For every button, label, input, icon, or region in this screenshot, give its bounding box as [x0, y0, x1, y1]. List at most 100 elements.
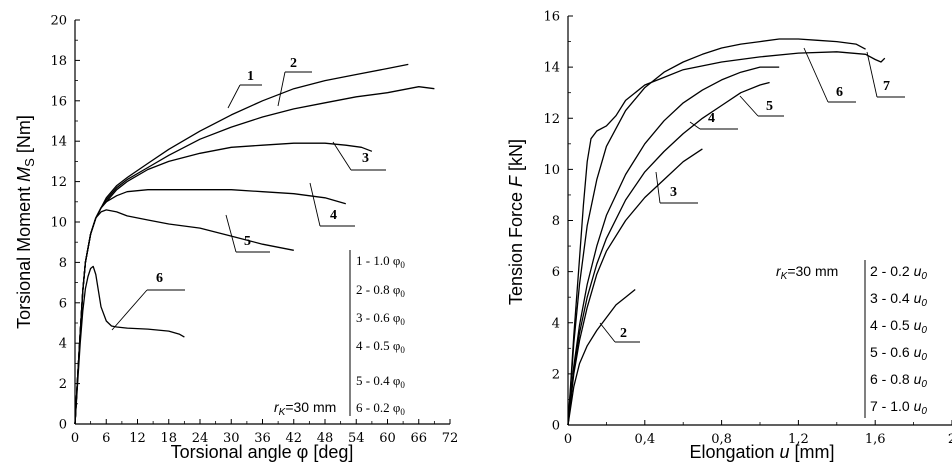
- left-y-tick-label: 14: [50, 135, 67, 150]
- right-series-5-line: [567, 66, 780, 426]
- right-curve-label-3-text: 3: [670, 185, 677, 200]
- right-y-axis-title: Tension Force F [kN]: [506, 139, 526, 305]
- right-series-4-line: [567, 81, 770, 426]
- right-curve-label-2-text: 2: [620, 326, 627, 341]
- right-curve-label-5: 5: [739, 95, 784, 117]
- left-x-tick-label: 12: [129, 431, 146, 446]
- right-series-group: [567, 38, 886, 426]
- left-x-tick-label: 66: [410, 431, 427, 446]
- right-series-7-line: [567, 51, 886, 426]
- left-y-tick-label: 8: [59, 256, 67, 271]
- left-legend-entry-5: 5 - 0.4 φ0: [356, 373, 405, 390]
- right-x-tick-label: 1,6: [865, 432, 886, 447]
- torsion-chart: 0 6 12 18 24 30 36 42 48 54 60 66 720246810121416182…: [14, 14, 458, 463]
- left-legend-entry-6: 6 - 0.2 φ0: [356, 400, 405, 417]
- right-series-2-line: [567, 288, 636, 426]
- right-curve-label-7: 7: [866, 51, 905, 98]
- right-axis-ticks: 0 0,4 0,8 1,2 1,6 2 0 2 4 6 8 10 12 14 16: [543, 10, 952, 447]
- left-x-tick-label: 48: [317, 431, 334, 446]
- left-curve-label-3: 3: [332, 141, 386, 171]
- left-x-tick-label: 18: [160, 431, 177, 446]
- left-x-tick-label: 42: [285, 431, 302, 446]
- left-series-group: [74, 63, 435, 425]
- right-curve-label-5-text: 5: [766, 99, 773, 114]
- left-y-axis-title: Torsional Moment MS [Nm]: [14, 115, 37, 329]
- right-y-tick-label: 4: [552, 316, 560, 331]
- right-legend-entry-4: 5 - 0.6 u0: [870, 344, 927, 363]
- left-series-5-line: [74, 209, 294, 425]
- left-x-tick-label: 30: [223, 431, 240, 446]
- left-legend-entry-2: 2 - 0.8 φ0: [356, 282, 405, 299]
- left-legend: rK=30 mm 1 - 1.0 φ0 2 - 0.8 φ0 3 - 0.6 φ…: [274, 250, 405, 418]
- left-curve-label-4-text: 4: [330, 208, 337, 223]
- right-y-tick-label: 14: [543, 61, 560, 76]
- right-y-tick-label: 2: [552, 367, 560, 382]
- left-curve-label-1-text: 1: [247, 69, 254, 84]
- right-legend-entry-2: 3 - 0.4 u0: [870, 290, 927, 309]
- right-y-tick-label: 10: [543, 163, 560, 178]
- right-legend-prefix: rK=30 mm: [776, 263, 838, 282]
- right-x-tick-label: 1,2: [788, 432, 809, 447]
- left-series-6-line: [74, 265, 185, 425]
- left-y-tick-label: 18: [50, 54, 67, 69]
- left-x-tick-label: 24: [192, 431, 209, 446]
- right-curve-label-3: 3: [655, 171, 698, 204]
- left-x-tick-label: 6: [102, 431, 110, 446]
- right-x-tick-label: 0,8: [711, 432, 732, 447]
- right-curve-label-2: 2: [599, 322, 640, 343]
- left-curve-label-3-text: 3: [362, 151, 369, 166]
- right-y-tick-label: 6: [552, 265, 560, 280]
- left-curve-label-5-text: 5: [244, 234, 251, 249]
- right-x-tick-label: 0: [564, 432, 572, 447]
- left-y-tick-label: 20: [50, 14, 67, 29]
- left-axis-ticks: 0 6 12 18 24 30 36 42 48 54 60 66 720246810121416182…: [50, 14, 458, 447]
- right-curve-label-7-text: 7: [883, 79, 890, 94]
- right-legend-entry-1: 2 - 0.2 u0: [870, 263, 927, 282]
- right-x-tick-label: 0,4: [634, 432, 655, 447]
- left-legend-prefix: rK=30 mm: [274, 399, 336, 418]
- left-y-tick-label: 0: [59, 418, 67, 433]
- left-series-4-line: [74, 189, 346, 425]
- left-curve-label-4: 4: [309, 182, 355, 227]
- right-x-axis-title: Elongation u [mm]: [689, 442, 834, 462]
- left-x-tick-label: 60: [379, 431, 396, 446]
- right-legend-entry-5: 6 - 0.8 u0: [870, 371, 927, 390]
- tension-chart: 0 0,4 0,8 1,2 1,6 2 0 2 4 6 8 10 12 14 16 2 3 4 5 6: [506, 10, 952, 462]
- left-y-tick-label: 6: [59, 296, 67, 311]
- left-y-tick-label: 4: [59, 337, 67, 352]
- left-curve-label-5: 5: [225, 214, 270, 253]
- left-y-tick-label: 2: [59, 377, 67, 392]
- right-x-tick-label: 2: [948, 432, 952, 447]
- right-legend-entry-3: 4 - 0.5 u0: [870, 317, 927, 336]
- left-legend-entry-1: 1 - 1.0 φ0: [356, 253, 405, 270]
- right-y-tick-label: 12: [543, 112, 560, 127]
- left-x-tick-label: 72: [442, 431, 459, 446]
- left-y-tick-label: 10: [50, 216, 67, 231]
- right-curve-label-4: 4: [689, 111, 738, 130]
- right-curve-label-6: 6: [803, 47, 856, 103]
- left-legend-entry-3: 3 - 0.6 φ0: [356, 310, 405, 327]
- left-series-1-line: [74, 63, 409, 425]
- right-series-6-line: [567, 38, 866, 426]
- left-x-tick-label: 36: [254, 431, 271, 446]
- left-x-axis-title: Torsional angle φ [deg]: [171, 442, 354, 462]
- left-y-tick-label: 12: [50, 175, 67, 190]
- right-legend: rK=30 mm 2 - 0.2 u0 3 - 0.4 u0 4 - 0.5 u…: [776, 260, 927, 418]
- right-series-3-line: [567, 148, 703, 426]
- right-legend-entry-6: 7 - 1.0 u0: [870, 398, 927, 417]
- left-legend-entry-4: 4 - 0.5 φ0: [356, 338, 405, 355]
- left-y-tick-label: 16: [50, 94, 67, 109]
- left-curve-label-2-text: 2: [290, 56, 297, 71]
- left-curve-label-6: 6: [111, 271, 185, 331]
- right-y-tick-label: 8: [552, 214, 560, 229]
- right-y-tick-label: 0: [552, 419, 560, 434]
- left-curve-label-6-text: 6: [156, 271, 163, 286]
- left-x-tick-label: 0: [71, 431, 79, 446]
- left-curve-label-2: 2: [277, 56, 312, 107]
- right-y-tick-label: 16: [543, 10, 560, 25]
- right-curve-label-4-text: 4: [708, 111, 715, 126]
- right-curve-label-6-text: 6: [836, 85, 843, 100]
- left-curve-label-1: 1: [227, 69, 262, 109]
